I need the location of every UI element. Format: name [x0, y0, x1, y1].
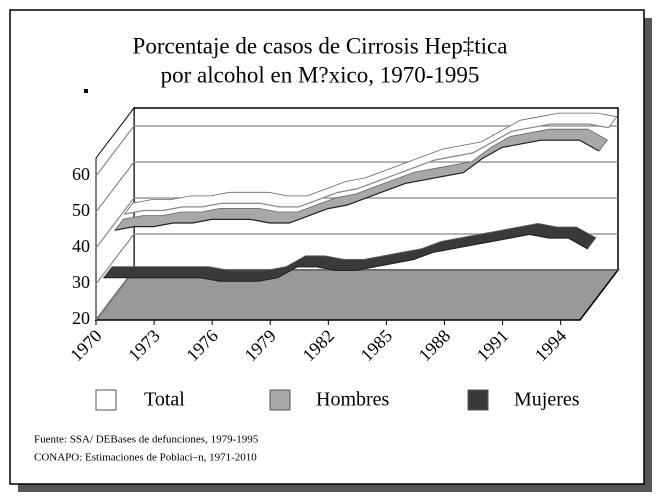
y-tick-label: 50	[72, 200, 90, 220]
series-line	[103, 233, 588, 282]
grid-line	[95, 125, 618, 177]
chart-title: por alcohol en M?xico, 1970-1995	[161, 62, 480, 87]
legend-label: Total	[144, 389, 185, 411]
footnote: CONAPO: Estimaciones de Poblaci–n, 1971-…	[34, 452, 257, 464]
legend-label: Mujeres	[514, 389, 580, 411]
grid-line	[95, 161, 618, 213]
y-tick-label: 20	[72, 308, 90, 328]
legend-swatch	[95, 389, 117, 411]
y-tick-label: 30	[72, 272, 90, 292]
chart-title: Porcentaje de casos de Cirrosis Hep‡tica	[133, 33, 508, 58]
legend-swatch	[269, 389, 291, 411]
series-line	[124, 123, 609, 215]
grid-line	[95, 233, 618, 285]
series-line	[114, 139, 600, 231]
y-tick-label: 40	[72, 236, 90, 256]
legend-label: Hombres	[316, 389, 390, 411]
y-tick-label: 60	[72, 164, 90, 184]
dot	[84, 89, 88, 93]
footnote: Fuente: SSA/ DEBases de defunciones, 197…	[34, 434, 259, 446]
grid-line	[95, 197, 618, 249]
legend-swatch	[467, 389, 489, 411]
